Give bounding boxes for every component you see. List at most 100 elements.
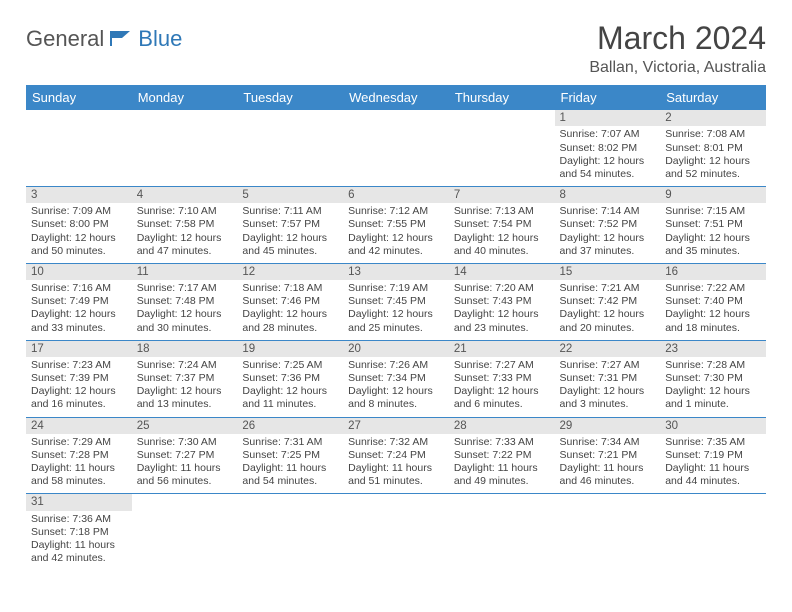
sunrise-text: Sunrise: 7:35 AM: [665, 436, 761, 449]
daylight-text: Daylight: 11 hours and 49 minutes.: [454, 462, 550, 488]
calendar-day: 8Sunrise: 7:14 AMSunset: 7:52 PMDaylight…: [555, 186, 661, 263]
sunset-text: Sunset: 7:18 PM: [31, 526, 127, 539]
sunrise-text: Sunrise: 7:18 AM: [242, 282, 338, 295]
calendar-day: 5Sunrise: 7:11 AMSunset: 7:57 PMDaylight…: [237, 186, 343, 263]
daylight-text: Daylight: 12 hours and 35 minutes.: [665, 232, 761, 258]
calendar-day: 23Sunrise: 7:28 AMSunset: 7:30 PMDayligh…: [660, 340, 766, 417]
calendar-day-empty: [449, 494, 555, 570]
calendar-day: 13Sunrise: 7:19 AMSunset: 7:45 PMDayligh…: [343, 263, 449, 340]
daylight-text: Daylight: 11 hours and 51 minutes.: [348, 462, 444, 488]
day-number: 23: [660, 341, 766, 357]
day-number: 12: [237, 264, 343, 280]
sunrise-text: Sunrise: 7:16 AM: [31, 282, 127, 295]
calendar-day: 12 Sunrise: 7:18 AMSunset: 7:46 PMDayligh…: [237, 263, 343, 340]
day-number: 30: [660, 418, 766, 434]
sunset-text: Sunset: 7:55 PM: [348, 218, 444, 231]
day-number: 18: [132, 341, 238, 357]
sunrise-text: Sunrise: 7:33 AM: [454, 436, 550, 449]
day-number: 1: [555, 110, 661, 126]
calendar-day-empty: [237, 110, 343, 186]
calendar-week: 17 Sunrise: 7:23 AMSunset: 7:39 PM Dayligh…: [26, 340, 766, 417]
month-title: March 2024: [589, 20, 766, 57]
sunset-text: Sunset: 7:51 PM: [665, 218, 761, 231]
day-header: Thursday: [449, 85, 555, 110]
calendar-table: SundayMondayTuesdayWednesdayThursdayFrid…: [26, 85, 766, 570]
sunrise-text: Sunrise: 7:28 AM: [665, 359, 761, 372]
sunset-text: Sunset: 7:34 PM: [348, 372, 444, 385]
day-number: 28: [449, 418, 555, 434]
daylight-text: Daylight: 11 hours and 54 minutes.: [242, 462, 338, 488]
day-header: Wednesday: [343, 85, 449, 110]
calendar-week: 10Sunrise: 7:16 AMSunset: 7:49 PMDayligh…: [26, 263, 766, 340]
daylight-text: Daylight: 12 hours and 52 minutes.: [665, 155, 761, 181]
sunset-text: Sunset: 7:54 PM: [454, 218, 550, 231]
sunrise-text: Sunrise: 7:34 AM: [560, 436, 656, 449]
calendar-day: 29Sunrise: 7:34 AMSunset: 7:21 PMDayligh…: [555, 417, 661, 494]
calendar-week: 24Sunrise: 7:29 AMSunset: 7:28 PMDayligh…: [26, 417, 766, 494]
sunset-text: Sunset: 7:45 PM: [348, 295, 444, 308]
daylight-text: Daylight: 12 hours and 11 minutes.: [242, 385, 338, 411]
daylight-text: Daylight: 12 hours and 20 minutes.: [560, 308, 656, 334]
calendar-day: 14Sunrise: 7:20 AMSunset: 7:43 PMDayligh…: [449, 263, 555, 340]
day-header: Tuesday: [237, 85, 343, 110]
sunrise-text: Sunrise: 7:08 AM: [665, 128, 761, 141]
sunset-text: Sunset: 7:46 PM: [242, 295, 338, 308]
daylight-text: Daylight: 12 hours and 45 minutes.: [242, 232, 338, 258]
calendar-day-empty: [237, 494, 343, 570]
day-header-row: SundayMondayTuesdayWednesdayThursdayFrid…: [26, 85, 766, 110]
header-row: General Blue March 2024 Ballan, Victoria…: [26, 20, 766, 77]
day-number: 19: [237, 341, 343, 357]
daylight-text: Daylight: 12 hours and 50 minutes.: [31, 232, 127, 258]
sunset-text: Sunset: 7:42 PM: [560, 295, 656, 308]
calendar-day: 7Sunrise: 7:13 AMSunset: 7:54 PMDaylight…: [449, 186, 555, 263]
day-header: Monday: [132, 85, 238, 110]
calendar-day: 31Sunrise: 7:36 AMSunset: 7:18 PMDayligh…: [26, 494, 132, 570]
daylight-text: Daylight: 11 hours and 44 minutes.: [665, 462, 761, 488]
daylight-text: Daylight: 12 hours and 3 minutes.: [560, 385, 656, 411]
sunset-text: Sunset: 7:22 PM: [454, 449, 550, 462]
sunrise-text: Sunrise: 7:36 AM: [31, 513, 127, 526]
calendar-day: 25Sunrise: 7:30 AMSunset: 7:27 PMDayligh…: [132, 417, 238, 494]
day-number: 13: [343, 264, 449, 280]
day-header: Saturday: [660, 85, 766, 110]
day-number: 8: [555, 187, 661, 203]
daylight-text: Daylight: 12 hours and 28 minutes.: [242, 308, 338, 334]
calendar-day: 21Sunrise: 7:27 AMSunset: 7:33 PMDayligh…: [449, 340, 555, 417]
calendar-day-empty: [555, 494, 661, 570]
sunset-text: Sunset: 7:24 PM: [348, 449, 444, 462]
sunset-text: Sunset: 7:39 PM: [31, 372, 127, 385]
calendar-day: 26Sunrise: 7:31 AMSunset: 7:25 PMDayligh…: [237, 417, 343, 494]
sunrise-text: Sunrise: 7:09 AM: [31, 205, 127, 218]
calendar-day: 24Sunrise: 7:29 AMSunset: 7:28 PMDayligh…: [26, 417, 132, 494]
calendar-day: 19Sunrise: 7:25 AMSunset: 7:36 PMDayligh…: [237, 340, 343, 417]
daylight-text: Daylight: 12 hours and 6 minutes.: [454, 385, 550, 411]
calendar-day: 1Sunrise: 7:07 AMSunset: 8:02 PMDaylight…: [555, 110, 661, 186]
daylight-text: Daylight: 12 hours and 1 minute.: [665, 385, 761, 411]
daylight-text: Daylight: 12 hours and 23 minutes.: [454, 308, 550, 334]
calendar-day: 2Sunrise: 7:08 AMSunset: 8:01 PMDaylight…: [660, 110, 766, 186]
calendar-day: 18Sunrise: 7:24 AMSunset: 7:37 PMDayligh…: [132, 340, 238, 417]
day-number: 17: [26, 341, 132, 357]
sunset-text: Sunset: 7:37 PM: [137, 372, 233, 385]
sunrise-text: Sunrise: 7:27 AM: [560, 359, 656, 372]
calendar-day: 11Sunrise: 7:17 AMSunset: 7:48 PMDayligh…: [132, 263, 238, 340]
sunset-text: Sunset: 7:21 PM: [560, 449, 656, 462]
sunrise-text: Sunrise: 7:32 AM: [348, 436, 444, 449]
day-number: 31: [26, 494, 132, 510]
calendar-day-empty: [132, 110, 238, 186]
logo: General Blue: [26, 20, 182, 52]
daylight-text: Daylight: 12 hours and 30 minutes.: [137, 308, 233, 334]
daylight-text: Daylight: 12 hours and 18 minutes.: [665, 308, 761, 334]
title-block: March 2024 Ballan, Victoria, Australia: [589, 20, 766, 77]
sunset-text: Sunset: 7:27 PM: [137, 449, 233, 462]
calendar-day-empty: [343, 110, 449, 186]
sunrise-text: Sunrise: 7:23 AM: [31, 359, 127, 372]
day-number: 27: [343, 418, 449, 434]
sunrise-text: Sunrise: 7:22 AM: [665, 282, 761, 295]
calendar-week: 1Sunrise: 7:07 AMSunset: 8:02 PMDaylight…: [26, 110, 766, 186]
sunset-text: Sunset: 8:01 PM: [665, 142, 761, 155]
calendar-day: 4Sunrise: 7:10 AMSunset: 7:58 PMDaylight…: [132, 186, 238, 263]
calendar-day: 16Sunrise: 7:22 AMSunset: 7:40 PMDayligh…: [660, 263, 766, 340]
calendar-day: 10Sunrise: 7:16 AMSunset: 7:49 PMDayligh…: [26, 263, 132, 340]
daylight-text: Daylight: 12 hours and 42 minutes.: [348, 232, 444, 258]
